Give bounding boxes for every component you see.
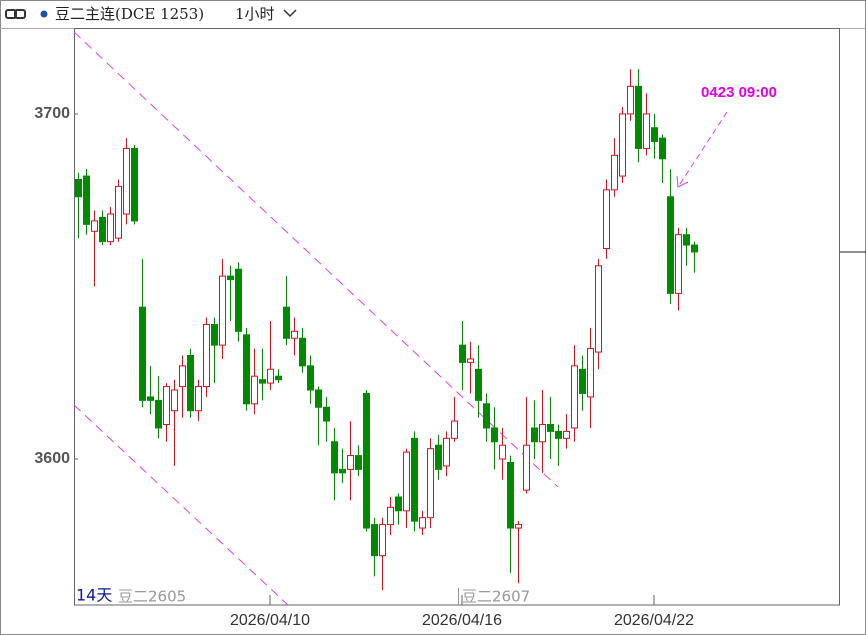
candle-body [235,268,242,332]
candle-body [467,358,474,363]
candle-body [395,496,402,512]
candle-body [667,196,674,294]
candle-body [123,147,130,215]
candle-body [643,113,650,149]
candle-body [187,354,194,412]
candle-body [619,113,626,177]
candle-body [651,127,658,143]
contract-label: 豆二2607 [462,588,530,606]
candle-body [659,137,666,160]
candle-body [243,334,250,405]
candle-body [387,506,394,526]
candle-body [251,375,258,405]
candle-body [563,430,570,439]
plot-frame [74,28,840,606]
contract-label: 豆二2605 [118,588,186,606]
candle-body [379,524,386,557]
candle-body [203,323,210,388]
candle-body [571,365,578,429]
candle-body [355,455,362,470]
annotation-arrowhead [676,175,689,188]
period[interactable]: 1小时 [235,5,275,23]
candle-body [171,389,178,412]
candle-body [315,389,322,408]
candle-body [275,375,282,381]
candle-body [555,430,562,439]
trend-line [73,404,289,606]
candle-body [283,306,290,339]
candle-body [299,337,306,367]
candle-body [291,330,298,339]
candle-body [323,406,330,422]
symbol-title[interactable]: 豆二主连(DCE 1253) [55,5,204,23]
candle-body [435,444,442,470]
candle-body [259,379,266,384]
candle-body [675,234,682,294]
candle-body [627,85,634,115]
candle-body [99,216,106,243]
candle-body [531,427,538,443]
candle-body [499,444,506,460]
candle-body [539,424,546,443]
candle-body [131,147,138,222]
candle-body [331,441,338,474]
candle-body [179,365,186,388]
candle-body [307,365,314,391]
candle-body [515,524,522,529]
candle-body [219,275,226,346]
candle-body [347,455,354,470]
candle-body [483,403,490,429]
link-icon[interactable] [5,9,26,19]
candle-body [139,306,146,401]
candle-body [635,85,642,149]
candle-body [451,420,458,439]
y-tick-label: 3700 [34,105,70,122]
candle-body [507,461,514,529]
candle-body [339,468,346,474]
candle-body [603,189,610,250]
range-label: 14天 [76,586,112,605]
candle-body [403,451,410,512]
candle-body [579,368,586,394]
status-dot [40,10,48,18]
candle-body [195,386,202,412]
annotation-arrow [679,111,728,185]
candle-body [587,348,594,398]
candle-body [523,444,530,491]
candle-body [411,437,418,522]
candle-body [75,178,82,198]
period-chevron[interactable] [283,9,297,18]
candle-body [611,154,618,191]
candle-body [419,517,426,529]
candle-body [443,437,450,467]
candle-body [147,396,154,401]
x-tick-label: 2026/04/22 [614,612,694,629]
annotation: 0423 09:00 [701,84,777,101]
candle-body [267,368,274,384]
candle-body [211,323,218,346]
candle-body [83,175,90,225]
candle-body [475,368,482,401]
candle-body [115,185,122,239]
candle-body [227,275,234,281]
candle-body [683,234,690,246]
candle-body [547,424,554,432]
y-tick-label: 3600 [34,450,70,467]
candle-body [91,220,98,232]
candle-body [459,344,466,363]
candle-body [427,448,434,519]
x-tick-label: 2026/04/10 [230,612,310,629]
trend-line [73,31,559,488]
candle-body [595,265,602,353]
candle-body [363,392,370,529]
candle-body [691,244,698,253]
candle-body [107,213,114,243]
candle-body [155,399,162,429]
candle-body [491,427,498,443]
candle-body [371,524,378,557]
candle-body [163,386,170,426]
x-tick-label: 2026/04/16 [422,612,502,629]
